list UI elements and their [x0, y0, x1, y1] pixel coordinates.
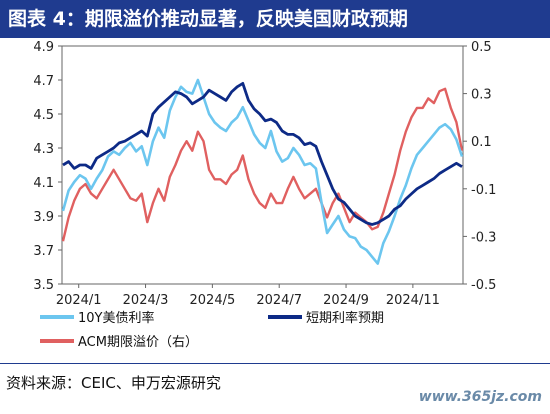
- right-axis-tick-label: -0.3: [471, 230, 496, 245]
- left-axis-tick-label: 3.5: [33, 278, 54, 293]
- x-axis-tick-label: 2024/9: [323, 293, 369, 308]
- x-axis-tick-label: 2024/7: [256, 293, 302, 308]
- left-axis-tick-label: 3.9: [33, 210, 54, 225]
- series-line-2: [61, 87, 464, 242]
- source-note: 资料来源：CEIC、申万宏源研究: [6, 374, 221, 392]
- x-axis-tick-label: 2024/1: [56, 293, 102, 308]
- right-axis-tick-label: 0.1: [471, 135, 492, 150]
- right-axis-tick-label: -0.1: [471, 183, 496, 198]
- legend-label-0: 10Y美债利率: [78, 310, 154, 326]
- bottom-divider: [0, 363, 550, 364]
- x-axis-tick-label: 2024/11: [386, 293, 440, 308]
- right-axis-tick-label: 0.5: [471, 40, 492, 55]
- legend-label-1: 短期利率预期: [306, 310, 384, 326]
- watermark: www.365jz.com: [418, 389, 542, 405]
- left-axis-tick-label: 4.1: [33, 176, 54, 191]
- plot-frame: [61, 45, 464, 285]
- x-axis-tick-label: 2024/5: [190, 293, 236, 308]
- left-axis-tick-label: 4.7: [33, 74, 54, 89]
- left-axis-tick-label: 4.5: [33, 108, 54, 123]
- right-axis-tick-label: 0.3: [471, 88, 492, 103]
- legend-label-2: ACM期限溢价（右）: [78, 335, 198, 350]
- left-axis-tick-label: 4.3: [33, 142, 54, 157]
- left-axis-tick-label: 4.9: [33, 40, 54, 55]
- right-axis-tick-label: -0.5: [471, 278, 496, 293]
- chart-title: 图表 4：期限溢价推动显著，反映美国财政预期: [0, 0, 550, 38]
- series-line-0: [61, 78, 464, 265]
- x-axis-tick-label: 2024/3: [123, 293, 169, 308]
- left-axis-tick-label: 3.7: [33, 244, 54, 259]
- chart-canvas: 3.5 3.7 3.9 4.1 4.3 4.5 4.7 4.9 -0.5 -0.3 -0.1 0.1 0…: [33, 40, 496, 350]
- series-line-1: [62, 82, 463, 226]
